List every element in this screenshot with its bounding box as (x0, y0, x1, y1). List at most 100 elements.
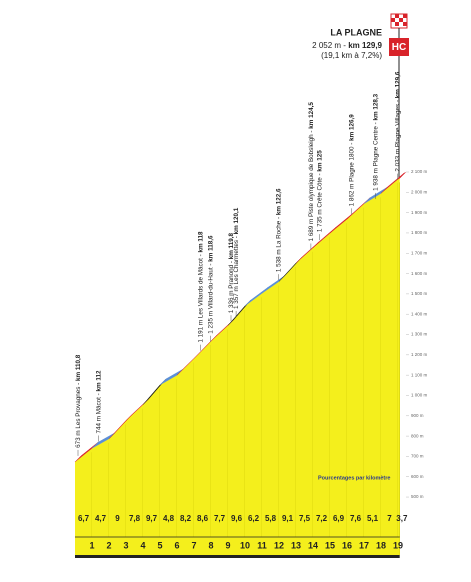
y-tick-label: 1 500 m (411, 291, 428, 296)
km-marker: 5 (157, 540, 162, 550)
annotation-elevation: 1 689 m (308, 219, 315, 242)
km-marker: 3 (123, 540, 128, 550)
y-tick-label: 2 100 m (411, 169, 428, 174)
annotation-km: km 118 (197, 231, 204, 253)
gradient-label: 8,2 (180, 514, 192, 523)
gradient-label: 3,7 (396, 514, 408, 523)
annotation-name: Mâcot - (95, 391, 102, 416)
annotation: 1 357 m Les Charmettes - km 120,1 (233, 207, 240, 309)
annotation-km: km 124,5 (308, 102, 315, 129)
flag-checks (391, 14, 407, 26)
annotation-elevation: 1 938 m (372, 168, 379, 191)
profile-segment (347, 203, 364, 555)
annotation-name: Plagne Centre - (372, 121, 379, 169)
profile-segment (109, 420, 126, 555)
annotation-name: Villard-du-Haut - (207, 262, 214, 311)
annotation: 1 938 m Plagne Centre - km 128,3 (372, 93, 379, 190)
annotation-km: km 126,9 (348, 114, 355, 141)
km-marker: 1 (89, 540, 94, 550)
profile-segment (364, 193, 381, 555)
annotation-elevation: 1 862 m (348, 184, 355, 207)
km-marker: 8 (208, 540, 213, 550)
profile-segment (160, 375, 177, 555)
annotation-elevation: 1 357 m (233, 286, 240, 309)
gradient-label: 7,7 (214, 514, 226, 523)
gradient-label: 9,7 (146, 514, 158, 523)
annotation-name: Plagne 1800 - (348, 141, 355, 184)
separator: - (341, 41, 348, 50)
annotation-name: Crête Côte - (316, 172, 323, 210)
annotation: 1 336 m Pranond - km 119,8 (228, 233, 235, 314)
profile-segment (262, 281, 279, 555)
km-marker: 2 (106, 540, 111, 550)
km-marker: 16 (342, 540, 352, 550)
annotation-km: km 128,3 (372, 93, 379, 120)
profile-segment (398, 178, 400, 556)
profile-segment (92, 438, 109, 555)
profile-segment (211, 325, 228, 555)
annotation-km: km 129,6 (394, 71, 401, 98)
annotation: 673 m Les Provagnes - km 110,8 (75, 354, 82, 448)
base (75, 555, 400, 558)
y-tick-label: 2 000 m (411, 190, 428, 195)
gradient-label: 5,8 (265, 514, 277, 523)
y-tick-label: 700 m (411, 454, 424, 459)
annotation: 2 033 m Plagne Villages - km 129,6 (394, 71, 401, 172)
annotation: 1 862 m Plagne 1800 - km 126,9 (348, 114, 355, 207)
category-badge (389, 38, 409, 56)
annotation-name: Les Provagnes - (75, 381, 82, 430)
gradient-label: 4,7 (95, 514, 107, 523)
gradient-label: 5,1 (367, 514, 379, 523)
annotation-elevation: 1 735 m (316, 209, 323, 232)
annotation-elevation: 744 m (95, 416, 102, 434)
km-marker: 6 (174, 540, 179, 550)
annotation-name: La Roche - (275, 215, 282, 249)
annotation-name: Pranond - (228, 259, 235, 290)
gradient-label: 6,2 (248, 514, 260, 523)
profile-segment (296, 247, 313, 555)
profile-segment (381, 179, 398, 555)
note: Pourcentages par kilomètre (318, 475, 390, 481)
annotation-km: km 112 (95, 370, 102, 392)
gradient-label: 7,6 (350, 514, 362, 523)
annotation-name: Plagne Villages - (394, 98, 401, 149)
y-tick-label: 600 m (411, 474, 424, 479)
annotation-km: km 119,8 (228, 233, 235, 260)
title: LA PLAGNE (330, 27, 382, 37)
annotation-km: km 120,1 (233, 207, 240, 234)
km-marker: 4 (140, 540, 145, 550)
y-tick-label: 1 700 m (411, 250, 428, 255)
gradient-label: 6,7 (78, 514, 90, 523)
gradient-band (397, 172, 406, 180)
annotation-name: Les Villards de Mâcot - (197, 252, 204, 319)
y-tick-label: 1 000 m (411, 393, 428, 398)
annotation-elevation: 1 191 m (197, 320, 204, 343)
km-marker: 9 (225, 540, 230, 550)
gradient-label: 7,2 (316, 514, 328, 523)
km-marker: 19 (393, 540, 403, 550)
profile-segment (194, 341, 211, 555)
summit-elevation: 2 052 m (312, 41, 341, 50)
category: HC (392, 42, 406, 53)
gradient-label: 6,9 (333, 514, 345, 523)
annotation-elevation: 2 033 m (394, 149, 401, 172)
gradient-label: 8,6 (197, 514, 209, 523)
km-marker: 10 (240, 540, 250, 550)
gradient-label: 7 (387, 514, 392, 523)
y-tick-label: 800 m (411, 433, 424, 438)
y-tick-label: 1 900 m (411, 210, 428, 215)
km-marker: 7 (191, 540, 196, 550)
gradient-label: 7,8 (129, 514, 141, 523)
profile-segment (245, 293, 262, 555)
subtitle: (19,1 km à 7,2%) (321, 51, 382, 60)
profile-segment (228, 305, 245, 555)
annotation: 1 538 m La Roche - km 122,6 (275, 188, 282, 272)
gradient-label: 9,6 (231, 514, 243, 523)
km-marker: 18 (376, 540, 386, 550)
km-marker: 11 (257, 540, 267, 550)
y-tick-label: 500 m (411, 494, 424, 499)
y-tick-label: 1 100 m (411, 372, 428, 377)
profile-segment (313, 233, 330, 556)
km-strip (75, 537, 400, 555)
gradient-label: 7,5 (299, 514, 311, 523)
